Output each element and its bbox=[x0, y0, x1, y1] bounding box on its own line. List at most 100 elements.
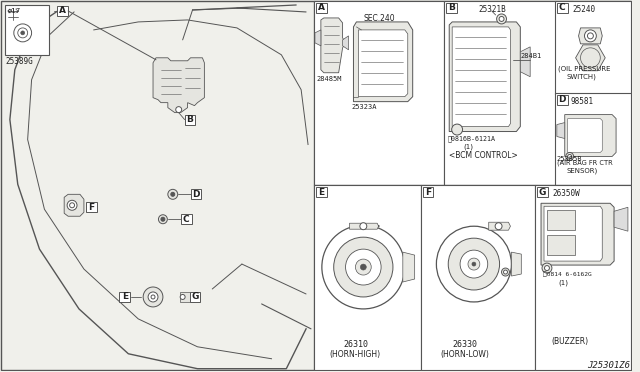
Bar bbox=[314, 1, 444, 185]
Circle shape bbox=[588, 33, 593, 39]
Polygon shape bbox=[489, 222, 511, 230]
Text: 284B1: 284B1 bbox=[520, 53, 541, 59]
Text: J25301Z6: J25301Z6 bbox=[588, 361, 630, 370]
Polygon shape bbox=[403, 252, 415, 282]
Text: D: D bbox=[192, 190, 200, 199]
Circle shape bbox=[360, 223, 367, 230]
Bar bbox=[444, 1, 573, 185]
Text: E: E bbox=[318, 188, 324, 197]
Polygon shape bbox=[614, 207, 628, 231]
Polygon shape bbox=[449, 22, 520, 132]
Bar bbox=[547, 210, 575, 230]
Text: C: C bbox=[183, 215, 189, 224]
Circle shape bbox=[504, 270, 508, 274]
Circle shape bbox=[499, 16, 504, 22]
Circle shape bbox=[454, 127, 460, 132]
Bar bbox=[557, 3, 568, 13]
Text: (1): (1) bbox=[463, 144, 473, 150]
Text: A: A bbox=[318, 3, 325, 13]
Bar bbox=[547, 235, 575, 255]
Bar bbox=[57, 6, 68, 16]
Polygon shape bbox=[575, 45, 605, 71]
Bar bbox=[180, 214, 191, 224]
Polygon shape bbox=[349, 223, 379, 229]
Text: SEC.240: SEC.240 bbox=[364, 14, 395, 23]
Text: (OIL PRESSURE: (OIL PRESSURE bbox=[558, 66, 611, 72]
Polygon shape bbox=[452, 27, 511, 126]
Bar bbox=[5, 5, 49, 55]
Polygon shape bbox=[557, 122, 564, 138]
Circle shape bbox=[14, 24, 31, 42]
Text: (BUZZER): (BUZZER) bbox=[551, 337, 588, 346]
Circle shape bbox=[20, 31, 25, 35]
Text: 28485M: 28485M bbox=[317, 76, 342, 82]
Text: (AIR BAG FR CTR: (AIR BAG FR CTR bbox=[557, 160, 612, 166]
Polygon shape bbox=[564, 115, 616, 157]
Polygon shape bbox=[358, 30, 408, 97]
Text: 25389G: 25389G bbox=[6, 57, 34, 66]
Text: (1): (1) bbox=[559, 279, 569, 286]
Bar bbox=[120, 292, 131, 302]
Polygon shape bbox=[64, 194, 84, 216]
Circle shape bbox=[542, 263, 552, 273]
Text: E: E bbox=[122, 292, 128, 301]
Circle shape bbox=[148, 292, 158, 302]
Circle shape bbox=[180, 295, 185, 299]
Bar bbox=[537, 187, 548, 197]
Circle shape bbox=[452, 124, 463, 135]
Text: A: A bbox=[59, 6, 66, 16]
Circle shape bbox=[502, 268, 509, 276]
Circle shape bbox=[566, 153, 573, 160]
Circle shape bbox=[568, 154, 572, 158]
Bar bbox=[184, 115, 195, 125]
Text: 26350W: 26350W bbox=[553, 189, 580, 198]
Polygon shape bbox=[180, 292, 193, 302]
Bar bbox=[189, 292, 200, 302]
Text: ø17: ø17 bbox=[8, 8, 21, 14]
Text: 25323A: 25323A bbox=[351, 104, 377, 110]
Text: 25240: 25240 bbox=[573, 5, 596, 14]
Bar bbox=[86, 202, 97, 212]
Circle shape bbox=[545, 266, 549, 270]
Text: G: G bbox=[539, 188, 546, 197]
Circle shape bbox=[584, 30, 596, 42]
Circle shape bbox=[171, 192, 175, 196]
Bar bbox=[191, 189, 202, 199]
Text: 25321B: 25321B bbox=[479, 5, 507, 14]
Polygon shape bbox=[541, 203, 614, 265]
Circle shape bbox=[168, 189, 178, 199]
Text: G: G bbox=[191, 292, 198, 301]
Bar bbox=[555, 93, 631, 185]
Bar bbox=[422, 187, 433, 197]
Circle shape bbox=[346, 249, 381, 285]
Text: ⑓0816B-6121A: ⑓0816B-6121A bbox=[447, 135, 495, 142]
Circle shape bbox=[495, 223, 502, 230]
Polygon shape bbox=[511, 252, 522, 276]
Circle shape bbox=[468, 258, 480, 270]
Circle shape bbox=[472, 262, 476, 266]
Polygon shape bbox=[342, 36, 349, 50]
Polygon shape bbox=[321, 18, 346, 73]
Circle shape bbox=[70, 203, 74, 208]
Bar bbox=[557, 94, 568, 105]
Circle shape bbox=[355, 259, 371, 275]
Bar bbox=[316, 187, 327, 197]
Text: C: C bbox=[559, 3, 566, 13]
Circle shape bbox=[159, 215, 167, 224]
Text: F: F bbox=[88, 203, 94, 212]
Bar bbox=[316, 3, 327, 13]
Circle shape bbox=[143, 287, 163, 307]
Polygon shape bbox=[353, 22, 413, 102]
Circle shape bbox=[497, 14, 506, 24]
Text: 98581: 98581 bbox=[571, 97, 594, 106]
Circle shape bbox=[460, 250, 488, 278]
Text: (HORN-LOW): (HORN-LOW) bbox=[440, 350, 489, 359]
Circle shape bbox=[322, 225, 404, 309]
Text: 26330: 26330 bbox=[452, 340, 477, 349]
Bar bbox=[420, 185, 535, 370]
Bar bbox=[314, 185, 420, 370]
Circle shape bbox=[161, 217, 165, 221]
Circle shape bbox=[333, 237, 393, 297]
Text: 25385B: 25385B bbox=[557, 157, 582, 163]
Text: ⑂0814 6-6162G: ⑂0814 6-6162G bbox=[543, 271, 592, 277]
